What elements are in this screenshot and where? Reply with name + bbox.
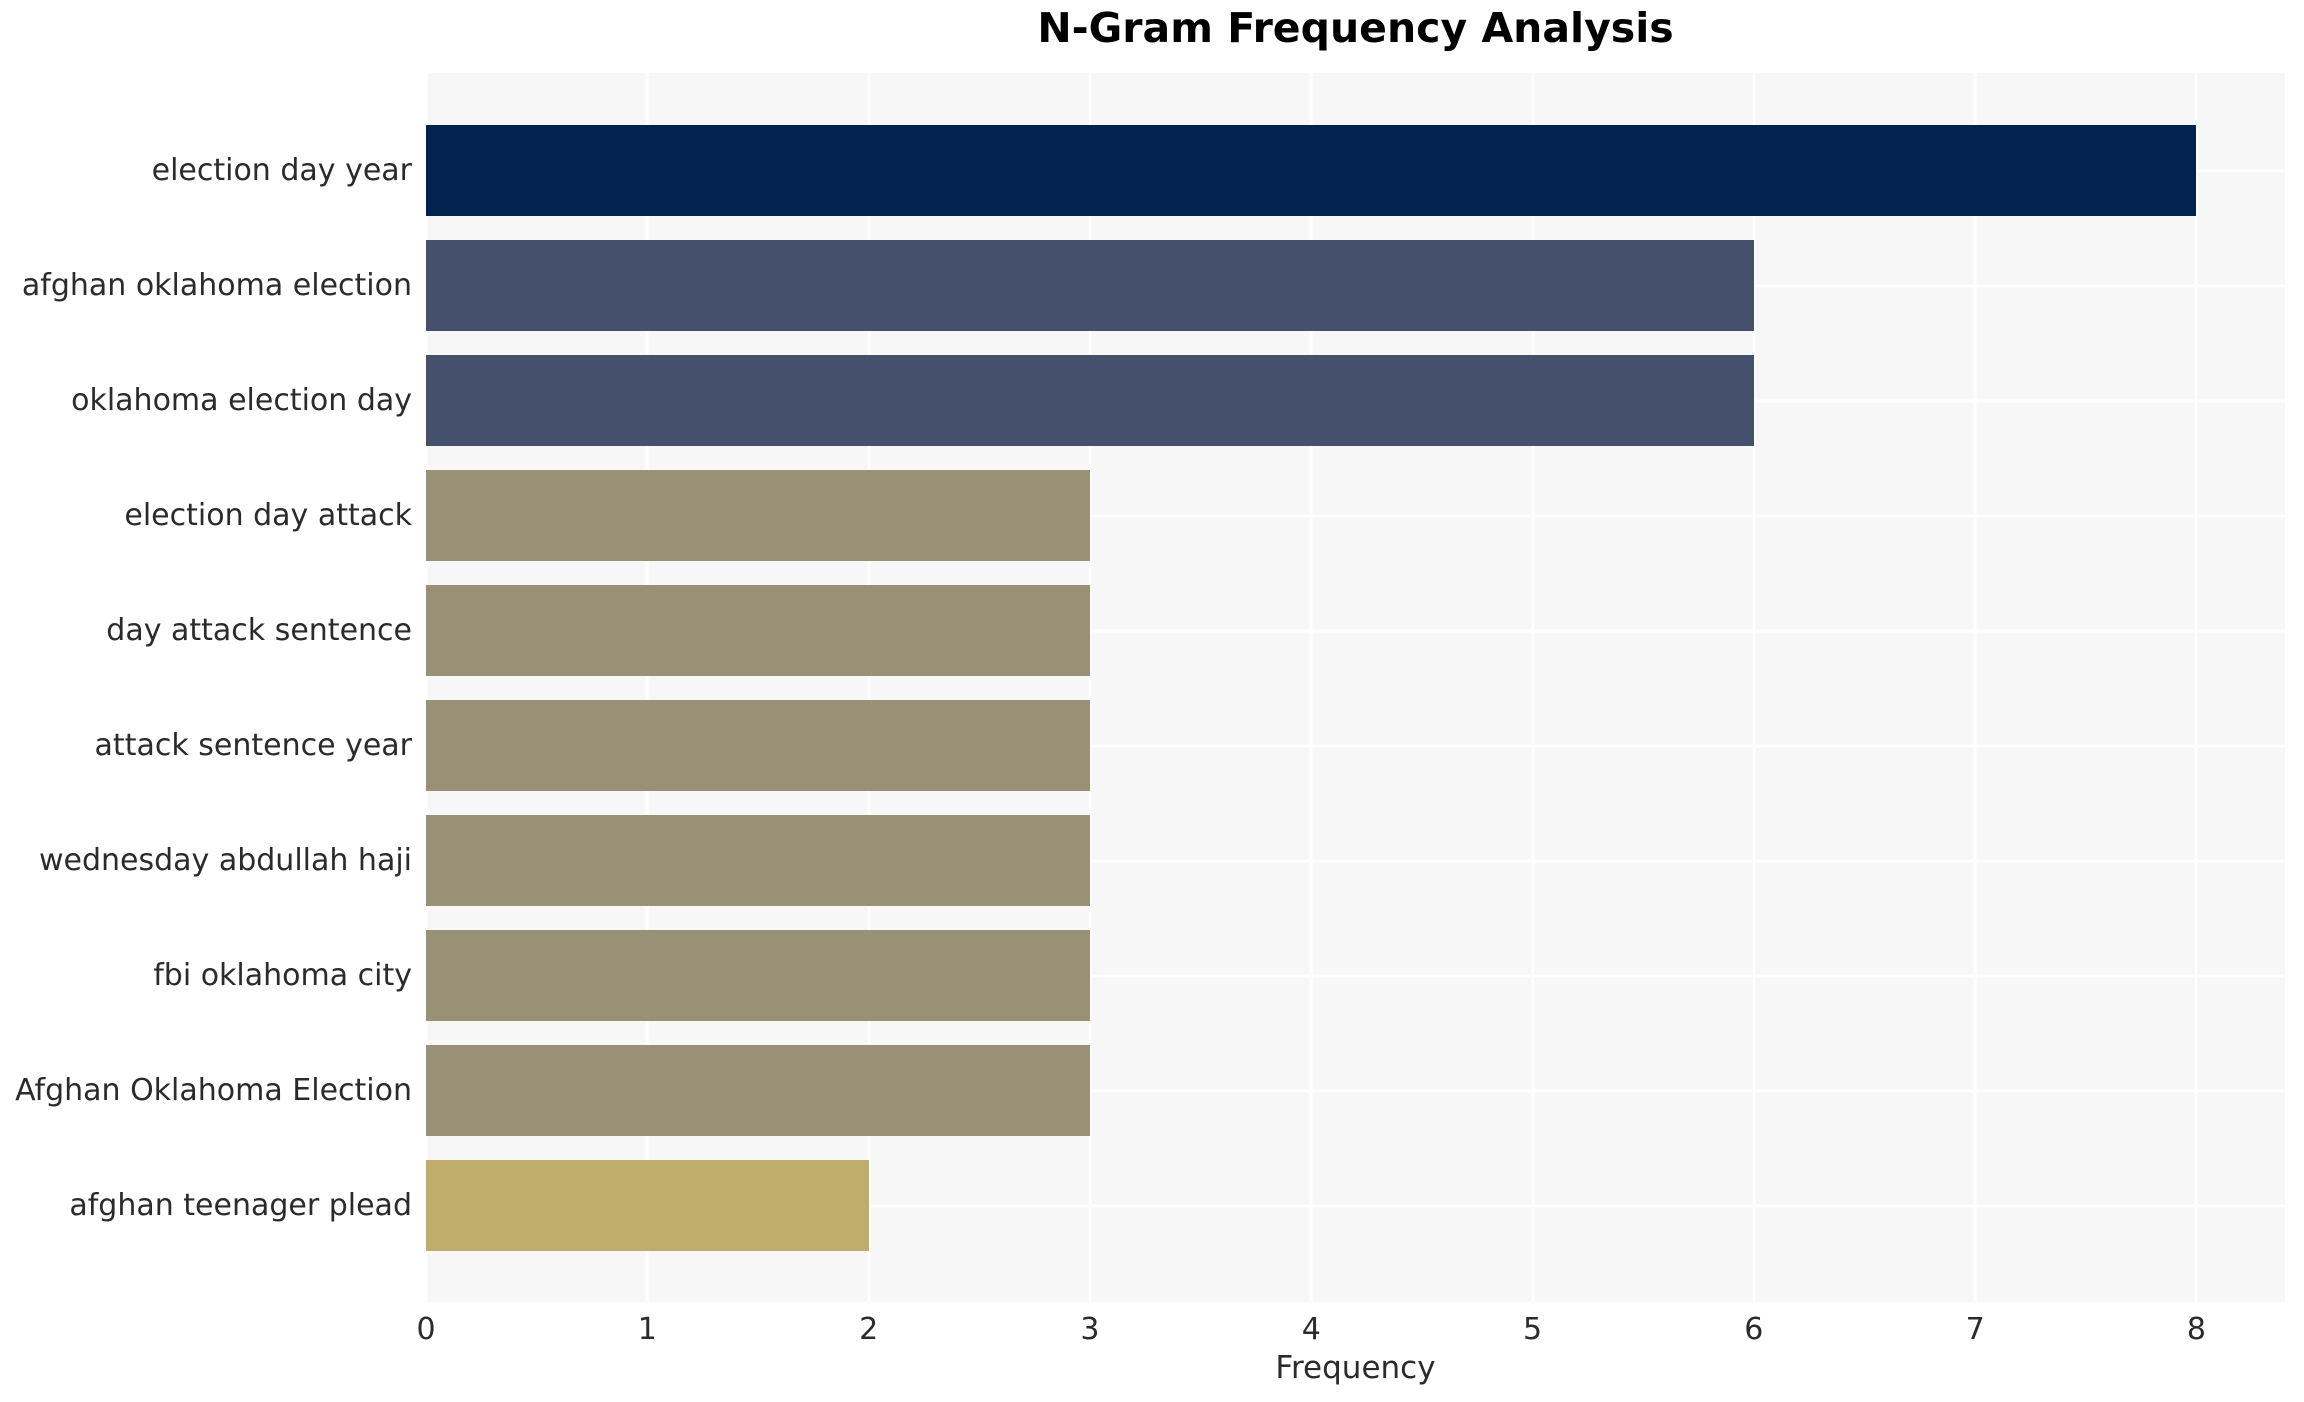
vertical-gridline-0 [424, 73, 428, 1302]
x-tick-label-5: 5 [1523, 1312, 1543, 1347]
x-tick-label-6: 6 [1744, 1312, 1764, 1347]
bar-election-day-attack [426, 470, 1090, 561]
bar-day-attack-sentence [426, 585, 1090, 676]
vertical-gridline-2 [867, 73, 871, 1302]
horizontal-gridline [426, 1089, 2285, 1092]
x-tick-label-1: 1 [637, 1312, 657, 1347]
y-tick-label: election day attack [124, 497, 412, 533]
horizontal-gridline [426, 859, 2285, 862]
x-tick-label-4: 4 [1301, 1312, 1321, 1347]
horizontal-gridline [426, 974, 2285, 977]
bar-wednesday-abdullah-haji [426, 815, 1090, 906]
vertical-gridline-1 [645, 73, 649, 1302]
vertical-gridline-8 [2194, 73, 2198, 1302]
chart-title: N-Gram Frequency Analysis [1037, 4, 1674, 52]
horizontal-gridline [426, 514, 2285, 517]
bar-oklahoma-election-day [426, 355, 1754, 446]
x-axis-title: Frequency [1275, 1350, 1436, 1386]
horizontal-gridline [426, 744, 2285, 747]
bar-afghan-oklahoma-election [426, 1045, 1090, 1136]
y-tick-label: attack sentence year [94, 727, 412, 763]
x-tick-label-8: 8 [2186, 1312, 2207, 1347]
bar-afghan-teenager-plead [426, 1160, 869, 1251]
bar-fbi-oklahoma-city [426, 930, 1090, 1021]
plot-area [424, 73, 2285, 1302]
vertical-gridline-5 [1531, 73, 1535, 1302]
bar-afghan-oklahoma-election [426, 240, 1754, 331]
horizontal-gridline [426, 1204, 2285, 1207]
y-tick-label: afghan oklahoma election [21, 267, 412, 303]
y-tick-label: fbi oklahoma city [153, 957, 412, 993]
y-tick-label: oklahoma election day [71, 382, 412, 418]
vertical-gridline-6 [1752, 73, 1756, 1302]
vertical-gridline-3 [1088, 73, 1092, 1302]
y-tick-label: wednesday abdullah haji [38, 842, 412, 878]
y-tick-label: day attack sentence [106, 612, 412, 648]
y-tick-label: afghan teenager plead [69, 1187, 412, 1223]
y-tick-label: Afghan Oklahoma Election [15, 1072, 412, 1108]
vertical-gridline-4 [1309, 73, 1313, 1302]
bar-election-day-year [426, 125, 2197, 216]
x-tick-label-0: 0 [416, 1312, 436, 1347]
x-tick-label-2: 2 [859, 1312, 879, 1347]
bar-attack-sentence-year [426, 700, 1090, 791]
horizontal-gridline [426, 629, 2285, 632]
y-tick-label: election day year [151, 152, 412, 188]
x-tick-label-7: 7 [1965, 1312, 1985, 1347]
x-tick-label-3: 3 [1080, 1312, 1100, 1347]
vertical-gridline-7 [1973, 73, 1977, 1302]
